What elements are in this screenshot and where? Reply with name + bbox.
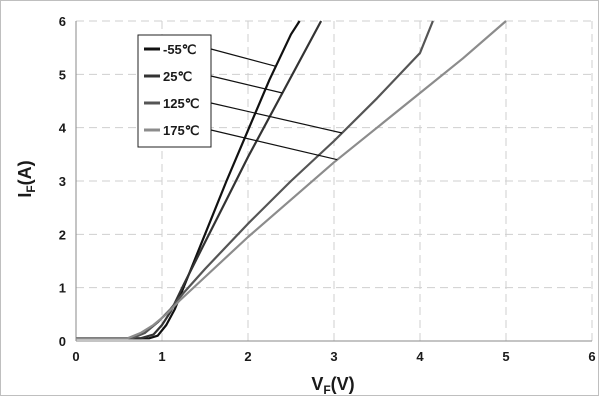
legend-leader-1 <box>210 75 283 94</box>
legend-label-0: -55℃ <box>163 42 196 57</box>
x-tick-label: 0 <box>72 349 79 364</box>
y-tick-label: 6 <box>59 14 66 29</box>
y-tick-label: 1 <box>59 281 66 296</box>
legend-leader-3 <box>210 129 338 161</box>
series-group <box>76 20 507 340</box>
y-tick-label: 4 <box>59 121 67 136</box>
x-tick-label: 2 <box>244 349 251 364</box>
axes <box>75 21 592 342</box>
series-line-3 <box>76 20 507 340</box>
x-axis-label-main: V <box>311 374 323 394</box>
y-axis-label-unit: (A) <box>15 160 35 185</box>
x-tick-label: 6 <box>588 349 595 364</box>
x-tick-label: 4 <box>416 349 424 364</box>
legend-label-1: 25℃ <box>163 69 192 84</box>
x-tick-label: 3 <box>330 349 337 364</box>
x-tick-label: 5 <box>502 349 509 364</box>
x-tick-label: 1 <box>158 349 165 364</box>
y-axis-label-sub: F <box>24 185 38 192</box>
x-axis-label: VF(V) <box>311 374 354 397</box>
y-axis-label-main: I <box>15 193 35 198</box>
legend-leader-0 <box>210 48 276 67</box>
y-axis-label: IF(A) <box>15 160 38 197</box>
y-tick-label: 0 <box>59 334 66 349</box>
series-line-0 <box>76 20 301 340</box>
tick-labels: 0 1 2 3 4 5 6 0 1 2 3 4 5 6 <box>59 14 596 364</box>
x-axis-label-sub: F <box>323 383 330 397</box>
legend-leader-2 <box>210 102 343 134</box>
legend: -55℃ 25℃ 125℃ 175℃ <box>137 34 343 161</box>
y-tick-label: 3 <box>59 174 66 189</box>
series-line-1 <box>76 20 323 340</box>
legend-label-2: 125℃ <box>163 96 199 111</box>
y-tick-label: 5 <box>59 67 66 82</box>
x-axis-label-unit: (V) <box>331 374 355 394</box>
y-tick-label: 2 <box>59 227 66 242</box>
legend-label-3: 175℃ <box>163 123 199 138</box>
series-line-2 <box>76 20 434 340</box>
legend-box <box>137 34 212 148</box>
